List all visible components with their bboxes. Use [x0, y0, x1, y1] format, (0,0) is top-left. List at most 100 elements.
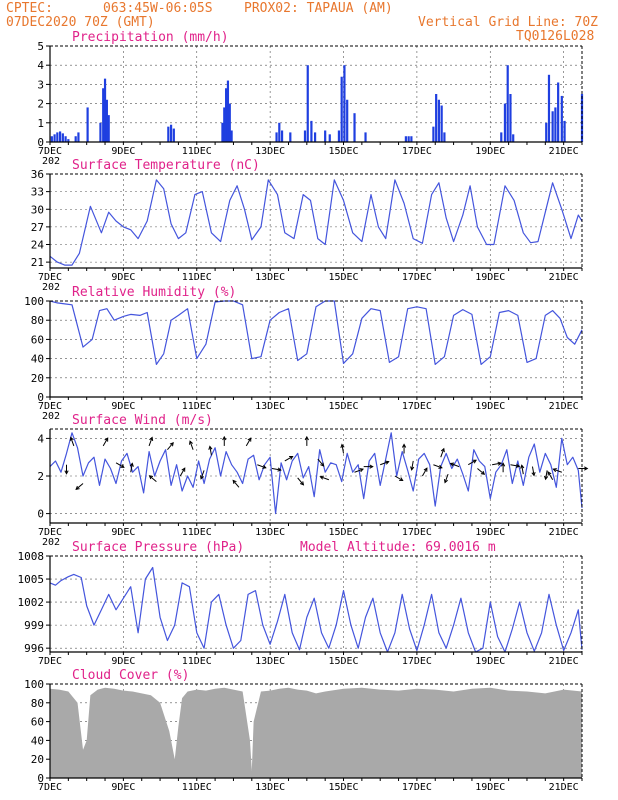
x-tick-label: 15DEC — [328, 782, 358, 793]
y-tick-label: 20 — [31, 753, 44, 766]
y-tick-label: 100 — [24, 295, 44, 308]
y-tick-label: 999 — [24, 619, 44, 632]
x-tick-label: 7DEC — [38, 527, 62, 538]
wind-arrow — [531, 466, 536, 477]
precip-bar — [328, 134, 331, 142]
precip-bar — [53, 134, 56, 142]
x-tick-label: 17DEC — [402, 146, 432, 157]
wind-arrow — [520, 464, 525, 475]
y-tick-label: 0 — [37, 508, 44, 521]
precip-bar — [223, 107, 226, 142]
wind-arrow — [188, 440, 194, 450]
wind-arrow — [443, 473, 449, 484]
x-tick-label: 13DEC — [255, 272, 285, 283]
y-tick-label: 40 — [31, 353, 44, 366]
x-tick-label: 7DEC — [38, 782, 62, 793]
panel-subtitle: Model Altitude: 69.0016 m — [300, 540, 496, 555]
precip-bar — [278, 122, 281, 142]
x-tick-label: 19DEC — [475, 527, 505, 538]
wind-arrow — [394, 475, 404, 482]
precip-bar — [506, 65, 509, 142]
precip-bar — [303, 130, 307, 142]
x-tick-label: 11DEC — [182, 401, 212, 412]
y-tick-label: 80 — [31, 314, 44, 327]
wind-arrow — [271, 467, 282, 472]
precip-bar — [228, 103, 231, 142]
y-tick-label: 0 — [37, 772, 44, 785]
rh-line — [49, 300, 583, 365]
y-tick-label: 2 — [37, 470, 44, 483]
x-tick-label: 15DEC — [328, 656, 358, 667]
precip-bar — [437, 99, 441, 142]
wind-arrow — [167, 441, 174, 451]
x-tick-label: 9DEC — [111, 656, 135, 667]
x-tick-label: 13DEC — [255, 401, 285, 412]
wind-arrow — [468, 459, 477, 466]
y-tick-label: 20 — [31, 372, 44, 385]
precip-bar — [306, 65, 309, 142]
y-tick-label: 24 — [31, 239, 45, 252]
panel-rh: 7DEC 9DEC 11DEC 13DEC 15DEC 17DEC 19DEC 21DEC 20… — [24, 285, 583, 422]
x-axis-sub-label: 202 — [42, 537, 60, 548]
wind-arrow — [380, 460, 390, 466]
x-tick-label: 19DEC — [475, 146, 505, 157]
precip-bar — [346, 99, 349, 142]
header-grid-note: Vertical Grid Line: 70Z — [418, 15, 599, 30]
x-tick-label: 15DEC — [328, 146, 358, 157]
wind-arrow — [129, 462, 134, 473]
header-source: CPTEC: — [6, 1, 53, 16]
wind-arrow — [440, 447, 445, 458]
wind-arrow — [102, 437, 109, 447]
y-tick-label: 1002 — [18, 596, 45, 609]
y-tick-label: 21 — [31, 256, 44, 269]
panel-pressure: 7DEC 9DEC 11DEC 13DEC 15DEC 17DEC 19DEC 21DEC 99… — [18, 540, 583, 667]
wind-arrow — [148, 475, 157, 483]
wind-arrow — [319, 475, 330, 481]
precip-bar — [407, 136, 410, 142]
y-tick-label: 5 — [37, 40, 44, 53]
precip-bar — [503, 103, 507, 142]
x-tick-label: 13DEC — [255, 656, 285, 667]
panel-title: Surface Temperature (nC) — [72, 158, 260, 173]
precip-bar — [432, 126, 435, 142]
x-tick-label: 15DEC — [328, 272, 358, 283]
x-tick-label: 9DEC — [111, 401, 135, 412]
x-tick-label: 7DEC — [38, 656, 62, 667]
x-tick-label: 19DEC — [475, 272, 505, 283]
wind-arrow — [363, 464, 374, 469]
precip-bar — [167, 126, 170, 142]
x-tick-label: 17DEC — [402, 782, 432, 793]
wind-arrow — [148, 436, 154, 447]
x-tick-label: 11DEC — [182, 527, 212, 538]
y-tick-label: 36 — [31, 168, 44, 181]
precip-bar — [404, 136, 407, 142]
precip-bar — [435, 94, 438, 142]
precip-bar — [557, 82, 560, 142]
precip-bar — [225, 88, 228, 142]
x-tick-label: 11DEC — [182, 782, 212, 793]
wind-arrow — [69, 436, 75, 447]
precip-bar — [77, 132, 80, 142]
precip-bar — [563, 120, 566, 142]
x-tick-label: 17DEC — [402, 527, 432, 538]
x-tick-label: 7DEC — [38, 272, 62, 283]
wind-arrow — [449, 462, 460, 468]
wind-arrow — [410, 460, 415, 471]
x-tick-label: 21DEC — [549, 782, 579, 793]
x-tick-label: 21DEC — [549, 656, 579, 667]
precip-bar — [64, 136, 67, 142]
x-tick-label: 21DEC — [549, 527, 579, 538]
wind-arrow — [354, 468, 364, 473]
pressure-line — [49, 566, 583, 653]
precip-bar — [310, 120, 313, 142]
x-tick-label: 21DEC — [549, 272, 579, 283]
panel-title: Relative Humidity (%) — [72, 285, 236, 300]
precip-bar — [410, 136, 413, 142]
header-code: TQ0126L028 — [516, 29, 595, 44]
panel-title: Cloud Cover (%) — [72, 668, 189, 683]
x-tick-label: 11DEC — [182, 656, 212, 667]
wind-arrow — [199, 470, 205, 480]
precip-bar — [280, 130, 284, 142]
wind-arrow — [477, 468, 486, 475]
y-tick-label: 1 — [37, 117, 44, 130]
